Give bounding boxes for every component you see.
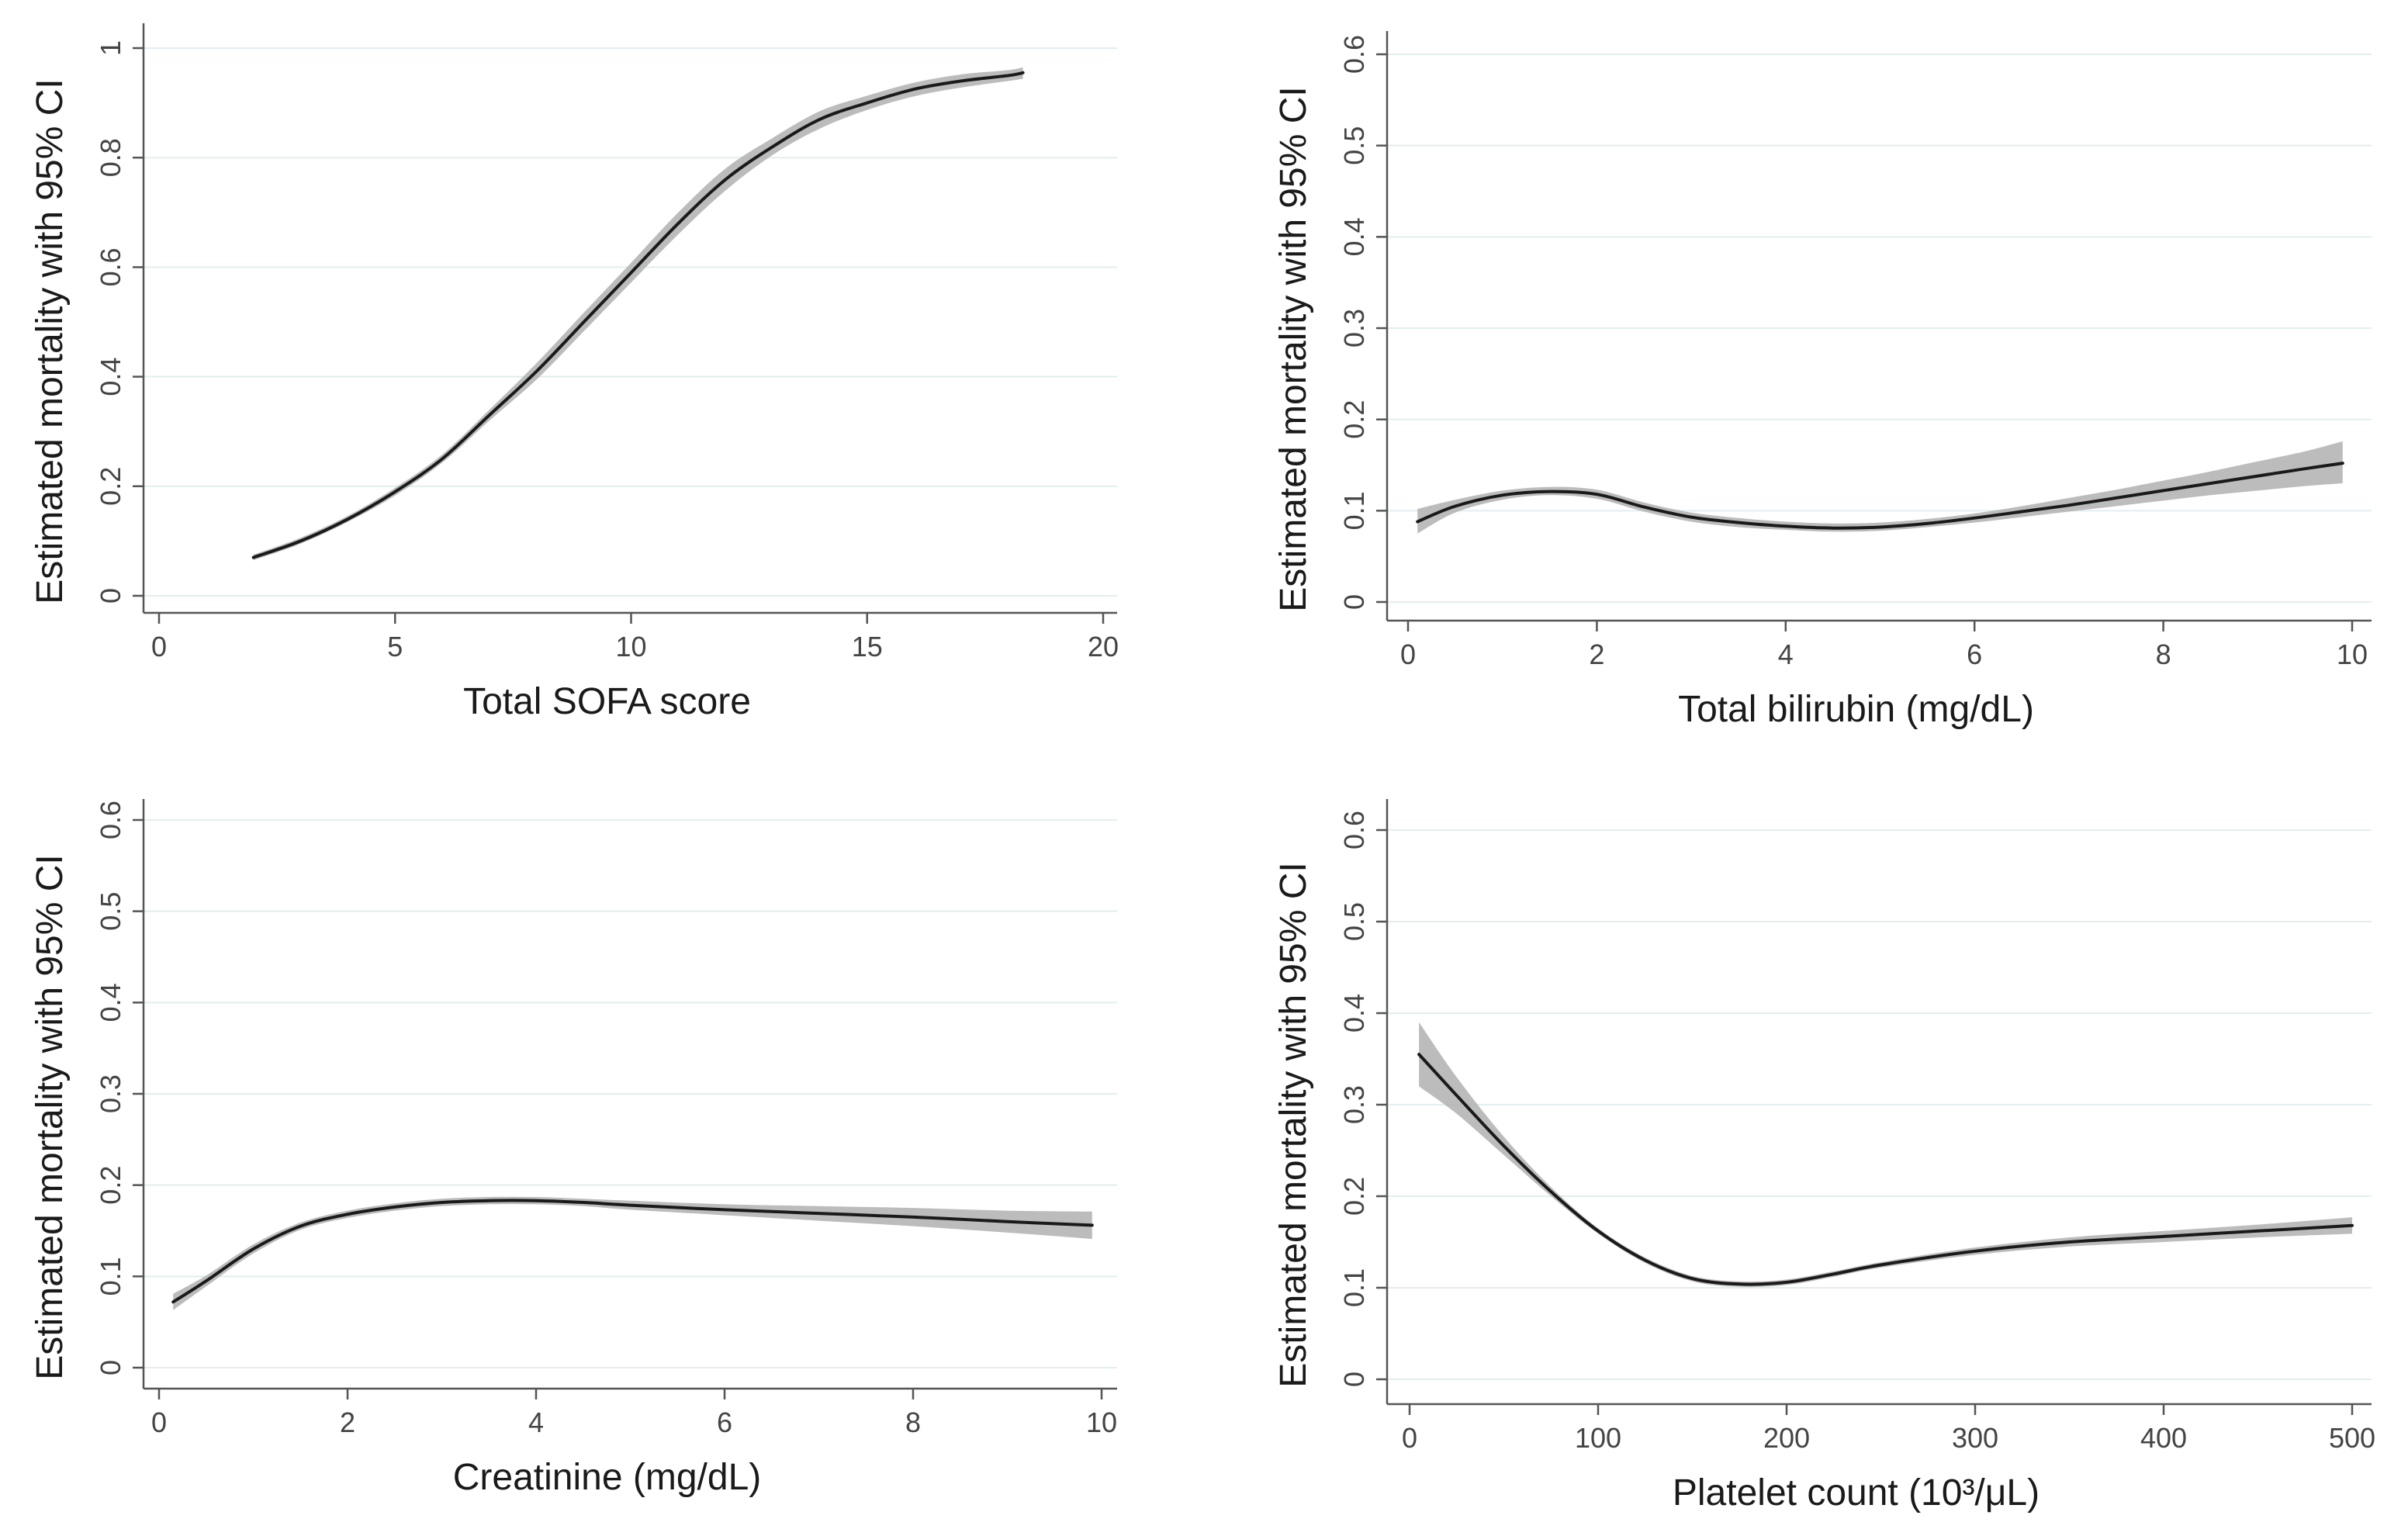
x-tick-label-0: 0 <box>1402 1422 1417 1454</box>
y-tick-label-2: 0.2 <box>95 1166 126 1205</box>
x-tick-label-3: 15 <box>852 631 883 662</box>
x-tick-label-0: 0 <box>151 1406 167 1438</box>
x-tick-label-0: 0 <box>1400 638 1416 670</box>
chart-platelet: 0 0.1 0.2 0.3 0.4 0.5 0.6 0 100 200 300 400 500 Plate… <box>1273 799 2375 1514</box>
panel-platelet: 0 0.1 0.2 0.3 0.4 0.5 0.6 0 100 200 300 400 500 Plate… <box>1204 768 2408 1536</box>
y-tick-label-0: 0 <box>95 1360 126 1375</box>
y-tick-label-2: 0.4 <box>95 358 126 396</box>
x-tick-label-3: 300 <box>1952 1422 1998 1454</box>
y-tick-label-6: 0.6 <box>1338 35 1370 74</box>
x-tick-label-3: 6 <box>1967 638 1982 670</box>
x-tick-label-4: 400 <box>2140 1422 2187 1454</box>
x-tick-label-1: 2 <box>1589 638 1604 670</box>
y-tick-label-0: 0 <box>1338 1372 1370 1387</box>
y-axis-title: Estimated mortality with 95% CI <box>1273 86 1314 612</box>
x-tick-label-1: 100 <box>1575 1422 1621 1454</box>
y-tick-label-1: 0.1 <box>1338 1268 1370 1307</box>
panel-sofa: 0 0.2 0.4 0.6 0.8 1 0 5 10 15 20 Total SOFA score Es… <box>0 0 1204 768</box>
y-tick-label-2: 0.2 <box>1338 400 1370 439</box>
y-tick-label-5: 0.5 <box>1338 902 1370 941</box>
y-axis-title: Estimated mortality with 95% CI <box>29 854 71 1380</box>
x-tick-label-4: 8 <box>2156 638 2171 670</box>
y-tick-label-5: 0.5 <box>95 892 126 931</box>
x-tick-label-5: 500 <box>2329 1422 2375 1454</box>
ci-band-0 <box>1417 441 2343 534</box>
y-tick-label-6: 0.6 <box>95 801 126 839</box>
x-tick-label-1: 5 <box>387 631 403 662</box>
y-tick-label-4: 0.8 <box>95 138 126 177</box>
y-tick-label-5: 1 <box>95 40 126 56</box>
chart-creatinine: 0 0.1 0.2 0.3 0.4 0.5 0.6 0 2 4 6 8 10 Creatinine (mg… <box>29 799 1117 1498</box>
x-axis-title: Platelet count (10³/μL) <box>1673 1472 2040 1514</box>
y-tick-label-4: 0.4 <box>1338 217 1370 256</box>
x-tick-label-5: 10 <box>1086 1406 1117 1438</box>
x-tick-label-5: 10 <box>2337 638 2368 670</box>
y-tick-label-0: 0 <box>1338 594 1370 610</box>
y-tick-label-4: 0.4 <box>1338 994 1370 1033</box>
mortality-curve-0 <box>1416 462 2344 530</box>
panel-creatinine: 0 0.1 0.2 0.3 0.4 0.5 0.6 0 2 4 6 8 10 Creatinine (mg… <box>0 768 1204 1536</box>
x-tick-label-2: 10 <box>615 631 646 662</box>
y-tick-label-4: 0.4 <box>95 983 126 1022</box>
ci-band-0 <box>173 1196 1092 1310</box>
panel-bilirubin: 0 0.1 0.2 0.3 0.4 0.5 0.6 0 2 4 6 8 10 Total bilirubi… <box>1204 0 2408 768</box>
y-tick-label-5: 0.5 <box>1338 126 1370 165</box>
x-tick-label-4: 8 <box>905 1406 921 1438</box>
y-tick-label-2: 0.2 <box>1338 1177 1370 1216</box>
x-tick-label-2: 200 <box>1763 1422 1810 1454</box>
x-tick-label-2: 4 <box>528 1406 544 1438</box>
y-tick-label-3: 0.3 <box>1338 309 1370 348</box>
y-axis-title: Estimated mortality with 95% CI <box>29 78 71 604</box>
y-tick-label-1: 0.1 <box>95 1257 126 1296</box>
y-tick-label-1: 0.1 <box>1338 491 1370 530</box>
x-tick-label-0: 0 <box>151 631 167 662</box>
y-tick-label-3: 0.3 <box>95 1074 126 1113</box>
ci-band-0 <box>1419 1022 2352 1288</box>
y-tick-label-3: 0.3 <box>1338 1085 1370 1124</box>
y-tick-label-3: 0.6 <box>95 247 126 286</box>
y-tick-label-0: 0 <box>95 588 126 604</box>
chart-bilirubin: 0 0.1 0.2 0.3 0.4 0.5 0.6 0 2 4 6 8 10 Total bilirubi… <box>1273 31 2372 730</box>
mortality-curve-0 <box>171 1199 1094 1304</box>
y-tick-label-1: 0.2 <box>95 467 126 506</box>
x-tick-label-2: 4 <box>1778 638 1794 670</box>
x-tick-label-1: 2 <box>340 1406 355 1438</box>
y-axis-title: Estimated mortality with 95% CI <box>1273 862 1314 1388</box>
x-axis-title: Total bilirubin (mg/dL) <box>1678 689 2034 730</box>
mortality-curve-0 <box>251 71 1025 559</box>
x-tick-label-4: 20 <box>1088 631 1119 662</box>
y-tick-label-6: 0.6 <box>1338 811 1370 849</box>
x-axis-title: Creatinine (mg/dL) <box>453 1457 762 1498</box>
x-tick-label-3: 6 <box>717 1406 732 1438</box>
x-axis-title: Total SOFA score <box>463 681 751 722</box>
mortality-curve-0 <box>1417 1053 2354 1286</box>
